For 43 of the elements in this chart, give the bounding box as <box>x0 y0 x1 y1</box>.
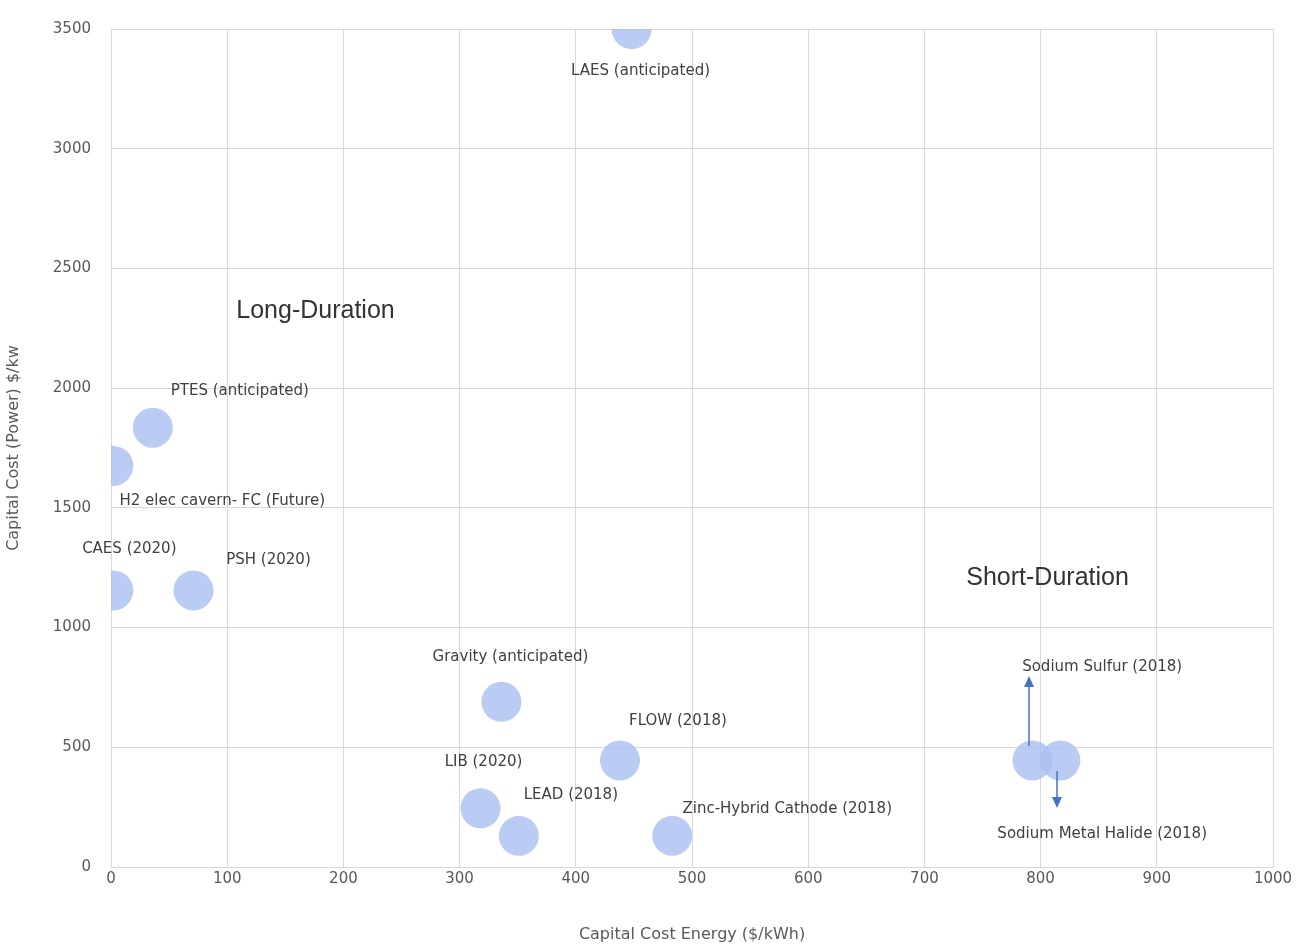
x-tick-label: 700 <box>910 868 939 887</box>
point <box>173 570 214 611</box>
y-tick-label: 1000 <box>52 617 91 636</box>
point <box>652 815 693 856</box>
y-tick-label: 500 <box>62 737 91 756</box>
x-tick-label: 200 <box>329 868 358 887</box>
y-tick-label: 2500 <box>52 258 91 277</box>
x-tick-label: 300 <box>445 868 474 887</box>
x-tick-label: 1000 <box>1253 868 1293 887</box>
annotation: Sodium Sulfur (2018) <box>1022 656 1183 675</box>
x-tick-label: 400 <box>561 868 591 887</box>
annotation: H2 elec cavern- FC (Future) <box>119 490 326 509</box>
point <box>498 815 539 856</box>
point <box>1040 740 1081 781</box>
y-tick-label: 0 <box>81 856 91 875</box>
x-tick-label: 500 <box>677 868 707 887</box>
annotation: LIB (2020) <box>444 752 523 771</box>
annotation: Gravity (anticipated) <box>432 646 589 665</box>
annotation: CAES (2020) <box>82 539 177 558</box>
x-tick-label: 0 <box>106 868 116 887</box>
x-tick-label: 800 <box>1026 868 1055 887</box>
annotation: PTES (anticipated) <box>170 380 309 399</box>
x-tick-label: 600 <box>793 868 823 887</box>
y-tick-label: 3000 <box>52 138 91 157</box>
point <box>460 788 501 829</box>
point <box>599 740 640 781</box>
point <box>132 407 173 448</box>
annotation: Short-Duration <box>966 561 1129 590</box>
annotation: Sodium Metal Halide (2018) <box>997 824 1208 843</box>
y-tick-label: 3500 <box>52 18 91 37</box>
annotation: FLOW (2018) <box>629 711 727 730</box>
annotation: Zinc-Hybrid Cathode (2018) <box>682 798 893 817</box>
annotation: LEAD (2018) <box>523 784 619 803</box>
annotation: PSH (2020) <box>226 550 311 569</box>
y-tick-label: 2000 <box>52 378 91 397</box>
x-axis-title: Capital Cost Energy ($/kWh) <box>578 923 806 943</box>
annotation: LAES (anticipated) <box>571 60 711 79</box>
annotation: Long-Duration <box>236 295 395 324</box>
y-tick-label: 1500 <box>52 497 91 516</box>
x-tick-label: 900 <box>1142 868 1172 887</box>
x-tick-label: 100 <box>212 868 242 887</box>
y-axis-title: Capital Cost (Power) $/kw <box>2 345 22 551</box>
point <box>481 681 522 722</box>
